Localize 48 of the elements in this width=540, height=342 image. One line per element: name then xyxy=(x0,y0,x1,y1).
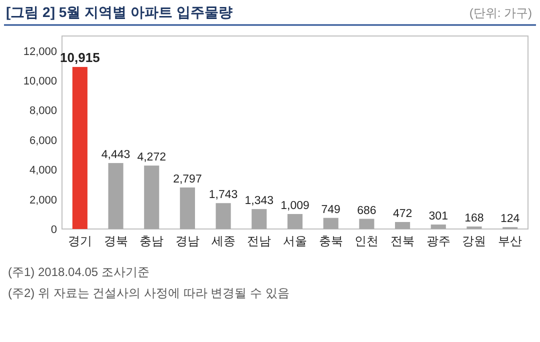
x-tick-label: 경기 xyxy=(68,234,92,248)
text: (주2) 위 자료는 건설사의 사정에 따라 변경될 수 있음 xyxy=(8,286,290,300)
text: (주1) 2018.04.05 조사기준 xyxy=(8,265,150,279)
y-tick-label: 12,000 xyxy=(23,46,57,58)
x-tick-label: 충북 xyxy=(318,234,343,248)
data-label: 4,443 xyxy=(101,149,130,162)
y-tick-label: 2,000 xyxy=(29,194,57,206)
x-tick-label: 전북 xyxy=(390,234,415,248)
x-tick-label: 부산 xyxy=(498,234,522,248)
data-label: 1,009 xyxy=(280,200,310,212)
data-label: 168 xyxy=(464,212,484,225)
x-tick-label: 광주 xyxy=(426,234,450,248)
bar xyxy=(180,187,195,229)
text: (단위: 가구) xyxy=(469,6,532,20)
bar xyxy=(108,163,124,229)
bar xyxy=(287,214,303,229)
bar xyxy=(144,166,160,229)
x-tick-label: 인천 xyxy=(354,234,379,248)
x-tick-label: 경북 xyxy=(104,234,128,248)
data-label: 124 xyxy=(500,213,520,226)
data-label: 749 xyxy=(321,204,340,216)
data-label: 1,743 xyxy=(208,189,238,202)
x-tick-label: 세종 xyxy=(211,234,236,248)
y-tick-label: 0 xyxy=(50,224,57,236)
y-tick-label: 10,000 xyxy=(23,76,57,88)
bar xyxy=(323,218,338,229)
bar xyxy=(72,66,88,229)
bar xyxy=(359,218,374,229)
data-label: 10,915 xyxy=(60,50,100,65)
y-tick-label: 8,000 xyxy=(29,105,57,118)
x-tick-label: 경남 xyxy=(175,234,200,248)
data-label: 2,797 xyxy=(173,173,202,186)
data-label: 4,272 xyxy=(137,152,166,164)
data-label: 1,343 xyxy=(244,195,274,208)
x-tick-label: 서울 xyxy=(283,234,307,248)
bar xyxy=(395,222,410,229)
y-tick-label: 4,000 xyxy=(29,164,57,177)
bar xyxy=(252,209,267,229)
chart-title: [그림 2] 5월 지역별 아파트 입주물량 xyxy=(6,4,232,20)
x-tick-label: 전남 xyxy=(247,234,272,248)
x-tick-label: 충남 xyxy=(140,234,164,248)
bar xyxy=(216,203,231,229)
data-label: 686 xyxy=(357,204,376,217)
y-tick-label: 6,000 xyxy=(29,134,57,147)
data-label: 472 xyxy=(392,208,412,220)
bar xyxy=(430,224,446,229)
data-label: 301 xyxy=(428,210,448,223)
x-tick-label: 강원 xyxy=(462,234,486,248)
